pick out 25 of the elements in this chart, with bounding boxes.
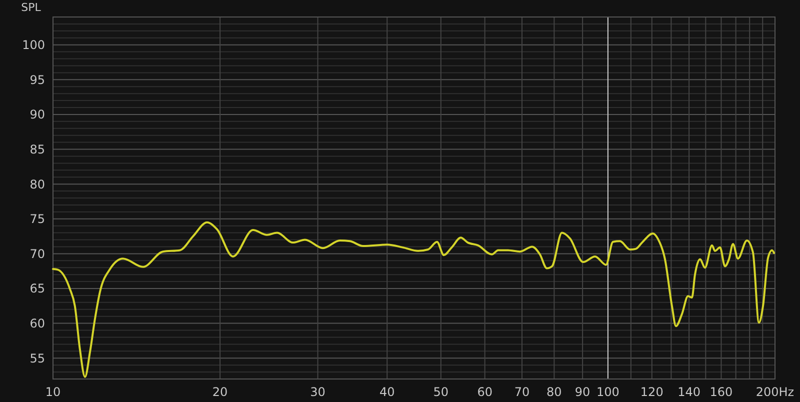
x-tick-label: 20 [212, 385, 228, 399]
x-tick-label: 40 [379, 385, 395, 399]
y-tick-label: 90 [30, 108, 45, 122]
x-tick-label: 30 [310, 385, 326, 399]
y-tick-label: 75 [30, 212, 45, 226]
y-axis-title: SPL [21, 1, 42, 14]
x-tick-label: 160 [710, 385, 733, 399]
y-tick-label: 95 [30, 72, 45, 87]
y-tick-label: 55 [30, 351, 45, 366]
y-tick-label: 85 [30, 142, 45, 156]
x-tick-label: 120 [640, 385, 664, 399]
y-tick-label: 70 [30, 246, 45, 261]
x-tick-label: 140 [678, 385, 700, 399]
x-tick-label: 10 [45, 385, 61, 399]
y-tick-label: 60 [30, 316, 45, 331]
x-tick-label: 70 [514, 385, 530, 399]
x-tick-label: 80 [546, 385, 562, 399]
y-tick-label: 100 [22, 38, 45, 52]
y-tick-label: 65 [30, 282, 45, 296]
x-tick-label: 60 [477, 385, 492, 399]
x-tick-label: 200Hz [756, 385, 794, 399]
x-tick-label: 50 [433, 385, 449, 399]
y-tick-label: 80 [30, 177, 45, 192]
x-tick-label: 100 [596, 385, 620, 399]
x-tick-label: 90 [574, 385, 590, 399]
